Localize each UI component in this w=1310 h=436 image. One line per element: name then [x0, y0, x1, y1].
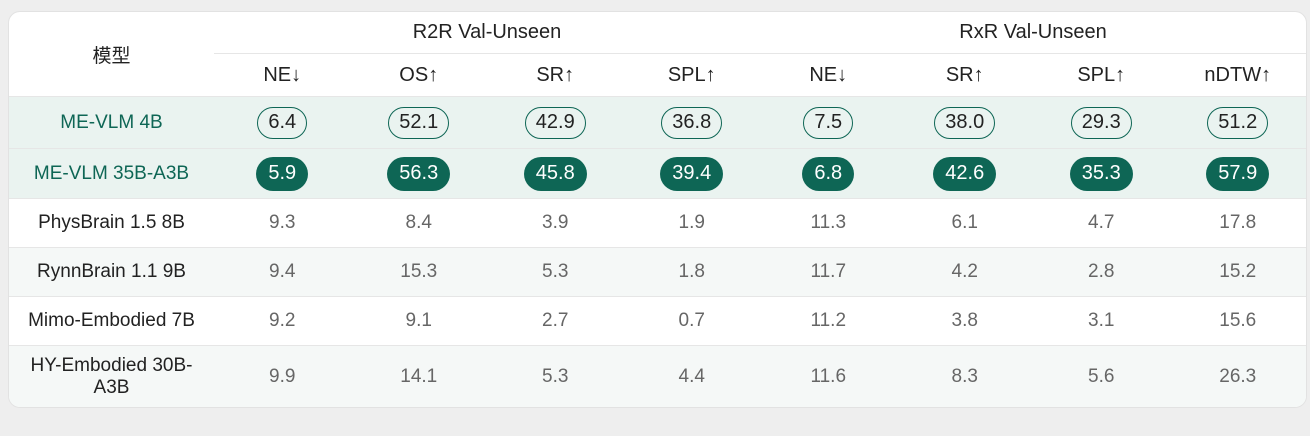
- value-pill-best: 39.4: [660, 156, 724, 191]
- model-column-header: 模型: [92, 45, 131, 67]
- value-cell: 6.1: [896, 198, 1033, 247]
- value-cell: 11.3: [760, 198, 897, 247]
- rxr-group-header: RxR Val-Unseen: [760, 12, 1306, 54]
- value-cell: 9.3: [214, 198, 351, 247]
- value-cell: 26.3: [1169, 345, 1306, 407]
- metric-header-rxr-ndtw: nDTW↑: [1204, 63, 1272, 86]
- metric-header-rxr-spl: SPL↑: [1077, 63, 1126, 86]
- value-pill-best: 56.3: [387, 156, 451, 191]
- value-cell: 8.4: [350, 198, 487, 247]
- metric-header-rxr-ne: NE↓: [809, 63, 848, 86]
- value-cell: 8.3: [896, 345, 1033, 407]
- value-pill-best: 57.9: [1206, 156, 1270, 191]
- value-cell: 15.3: [350, 247, 487, 296]
- model-name: HY-Embodied 30B-A3B: [9, 345, 214, 407]
- value-cell: 3.8: [896, 296, 1033, 345]
- r2r-group-header: R2R Val-Unseen: [214, 12, 760, 54]
- value-cell: 3.1: [1033, 296, 1170, 345]
- value-pill: 6.4: [257, 106, 308, 139]
- value-pill-best: 6.8: [802, 156, 855, 191]
- value-cell: 1.9: [623, 198, 760, 247]
- value-cell: 9.4: [214, 247, 351, 296]
- value-pill: 52.1: [388, 106, 450, 139]
- value-pill: 29.3: [1070, 106, 1132, 139]
- results-table: 模型 R2R Val-Unseen RxR Val-Unseen NE↓ OS↑…: [9, 12, 1306, 407]
- value-pill: 36.8: [661, 106, 723, 139]
- value-cell: 11.6: [760, 345, 897, 407]
- value-cell: 5.3: [487, 247, 624, 296]
- value-cell: 2.8: [1033, 247, 1170, 296]
- model-name: ME-VLM 4B: [9, 96, 214, 148]
- value-pill-best: 5.9: [256, 156, 309, 191]
- value-cell: 3.9: [487, 198, 624, 247]
- value-pill-best: 42.6: [933, 156, 997, 191]
- model-name: ME-VLM 35B-A3B: [9, 148, 214, 198]
- value-cell: 0.7: [623, 296, 760, 345]
- value-cell: 4.7: [1033, 198, 1170, 247]
- value-cell: 14.1: [350, 345, 487, 407]
- value-cell: 11.7: [760, 247, 897, 296]
- value-pill-best: 35.3: [1069, 156, 1133, 191]
- model-name: Mimo-Embodied 7B: [9, 296, 214, 345]
- value-cell: 11.2: [760, 296, 897, 345]
- value-pill-best: 45.8: [523, 156, 587, 191]
- metric-header-rxr-sr: SR↑: [945, 63, 984, 86]
- value-cell: 5.3: [487, 345, 624, 407]
- value-cell: 15.6: [1169, 296, 1306, 345]
- value-cell: 5.6: [1033, 345, 1170, 407]
- metric-header-r2r-sr: SR↑: [536, 63, 575, 86]
- metric-header-r2r-spl: SPL↑: [667, 63, 716, 86]
- value-cell: 9.2: [214, 296, 351, 345]
- value-cell: 2.7: [487, 296, 624, 345]
- value-cell: 4.4: [623, 345, 760, 407]
- value-cell: 9.1: [350, 296, 487, 345]
- metric-header-r2r-os: OS↑: [399, 63, 439, 86]
- value-pill: 38.0: [934, 106, 996, 139]
- value-pill: 7.5: [803, 106, 854, 139]
- value-cell: 4.2: [896, 247, 1033, 296]
- metric-header-r2r-ne: NE↓: [263, 63, 302, 86]
- value-pill: 51.2: [1207, 106, 1269, 139]
- model-name: PhysBrain 1.5 8B: [9, 198, 214, 247]
- value-cell: 17.8: [1169, 198, 1306, 247]
- results-table-card: 模型 R2R Val-Unseen RxR Val-Unseen NE↓ OS↑…: [8, 11, 1307, 408]
- value-cell: 9.9: [214, 345, 351, 407]
- model-name: RynnBrain 1.1 9B: [9, 247, 214, 296]
- value-cell: 15.2: [1169, 247, 1306, 296]
- value-pill: 42.9: [524, 106, 586, 139]
- value-cell: 1.8: [623, 247, 760, 296]
